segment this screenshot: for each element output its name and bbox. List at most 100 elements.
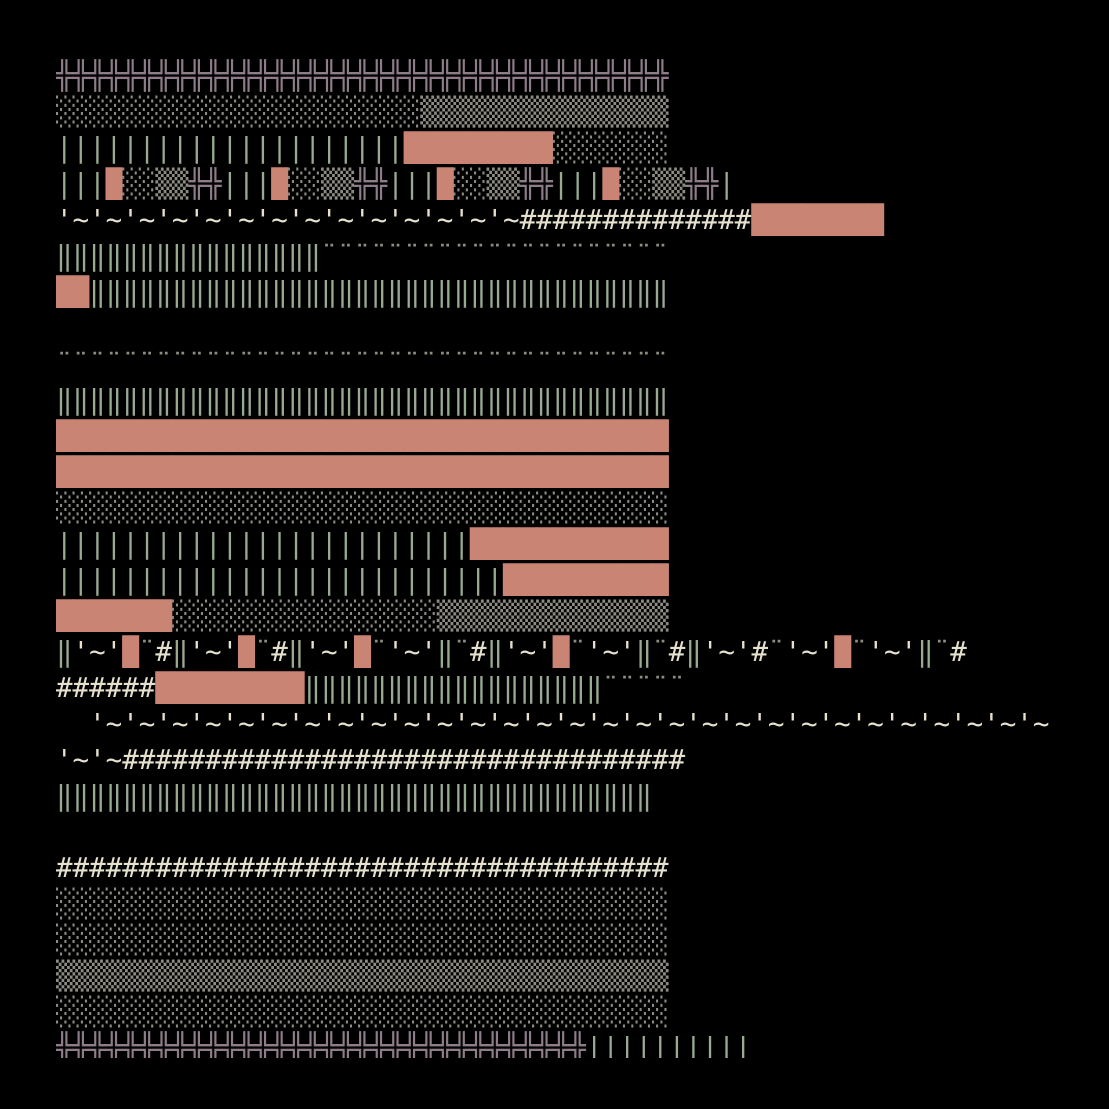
- art-row: ¨¨¨¨¨¨¨¨¨¨¨¨¨¨¨¨¨¨¨¨¨¨¨¨¨¨¨¨¨¨¨¨¨¨¨¨¨: [56, 346, 1053, 382]
- glyph-run: |||||||||||||||||||||||||: [56, 528, 470, 560]
- art-row: |||||||||||||||||||||||||||██████████: [56, 562, 1053, 598]
- glyph-run: ‖: [436, 636, 454, 668]
- glyph-run: ¨¨¨¨¨¨¨¨¨¨¨¨¨¨¨¨¨¨¨¨¨¨¨¨¨¨¨¨¨¨¨¨¨¨¨¨¨: [56, 348, 669, 380]
- art-row: ░░░░░░░░░░░░░░░░░░░░░░░░░░░░░░░░░░░░░: [56, 994, 1053, 1030]
- art-row: '~'~'~'~'~'~'~'~'~'~'~'~'~'~'~'~'~'~'~'~…: [56, 706, 1053, 742]
- glyph-run: |||||||||||||||||||||||||||: [56, 564, 504, 596]
- glyph-run: '~': [188, 636, 239, 668]
- glyph-run: ‖: [486, 636, 504, 668]
- art-row: |||||||||||||||||||||||||████████████: [56, 526, 1053, 562]
- glyph-run: #: [155, 636, 172, 668]
- art-row: ░░░░░░░░░░░░░░░░░░░░░░░░░░░░░░░░░░░░░: [56, 886, 1053, 922]
- glyph-run: █████████████████████████████████████: [56, 420, 669, 452]
- glyph-run: █: [436, 168, 454, 200]
- glyph-run: ‖‖‖‖‖‖‖‖‖‖‖‖‖‖‖‖‖‖‖‖‖‖‖‖‖‖‖‖‖‖‖‖‖‖‖‖: [56, 780, 653, 812]
- glyph-run: ¨: [138, 636, 156, 668]
- glyph-run: ‖‖‖‖‖‖‖‖‖‖‖‖‖‖‖‖‖‖: [304, 672, 603, 704]
- art-row: ╬╬╬╬╬╬╬╬╬╬╬╬╬╬╬╬╬╬╬╬╬╬╬╬╬╬╬╬╬╬╬╬||||||||…: [56, 1030, 1053, 1058]
- glyph-run: █: [105, 168, 123, 200]
- glyph-run: ╬╬: [188, 168, 222, 200]
- glyph-run: ╬╬: [354, 168, 388, 200]
- art-row: ░░░░░░░░░░░░░░░░░░░░░░░░░░░░░░░░░░░░░: [56, 490, 1053, 526]
- glyph-run: ██████████: [503, 564, 669, 596]
- glyph-run: '~': [784, 636, 835, 668]
- glyph-run: █: [552, 636, 570, 668]
- glyph-run: ‖‖‖‖‖‖‖‖‖‖‖‖‖‖‖‖‖‖‖‖‖‖‖‖‖‖‖‖‖‖‖‖‖‖‖‖‖: [56, 384, 669, 416]
- glyph-run: ░░░░░░░░░░░░░░░░░░░░░░▒▒▒▒▒▒▒▒▒▒▒▒▒▒▒: [56, 96, 669, 128]
- glyph-run: ‖: [56, 636, 73, 668]
- glyph-run: '~'~'~'~'~'~'~'~'~'~'~'~'~'~'~'~'~'~'~'~…: [89, 708, 1053, 740]
- art-row: ╬╬╬╬╬╬╬╬╬╬╬╬╬╬╬╬╬╬╬╬╬╬╬╬╬╬╬╬╬╬╬╬╬╬╬╬╬: [56, 58, 1053, 94]
- art-row: ░░░░░░░░░░░░░░░░░░░░░░░░░░░░░░░░░░░░░: [56, 922, 1053, 958]
- art-row: [56, 814, 1053, 850]
- glyph-run: ████████████: [469, 528, 669, 560]
- ascii-art-grid: ╬╬╬╬╬╬╬╬╬╬╬╬╬╬╬╬╬╬╬╬╬╬╬╬╬╬╬╬╬╬╬╬╬╬╬╬╬ ░░░…: [56, 58, 1053, 1058]
- glyph-run: ‖: [287, 636, 305, 668]
- glyph-run: ¨: [453, 636, 470, 668]
- glyph-run: #: [950, 636, 967, 668]
- glyph-run: ░░░░░░░░░░░░░░░░░░░░░░░░░░░░░░░░░░░░░: [56, 888, 669, 920]
- glyph-run: '~': [304, 636, 355, 668]
- glyph-run: '~'#: [701, 636, 769, 668]
- glyph-run: ██: [56, 276, 90, 308]
- glyph-run: '~': [585, 636, 636, 668]
- glyph-run: ¨: [652, 636, 669, 668]
- art-row: [56, 310, 1053, 346]
- glyph-run: ¨¨¨¨¨: [602, 672, 686, 704]
- art-row: ‖'~'█¨#‖'~'█¨#‖'~'█¨'~'‖¨#‖'~'█¨'~'‖¨#‖'…: [56, 634, 1053, 670]
- glyph-run: '~'~##################################: [56, 744, 686, 776]
- glyph-run: ████████: [751, 204, 884, 236]
- glyph-run: ¨: [933, 636, 951, 668]
- glyph-run: ░░░░░░░░░░░░░░░░▒▒▒▒▒▒▒▒▒▒▒▒▒▒: [171, 600, 669, 632]
- glyph-run: |||: [221, 168, 272, 200]
- art-row: |||█░░▒▒╬╬|||█░░▒▒╬╬|||█░░▒▒╬╬|||█░░▒▒╬╬…: [56, 166, 1053, 202]
- art-row: ▒▒▒▒▒▒▒▒▒▒▒▒▒▒▒▒▒▒▒▒▒▒▒▒▒▒▒▒▒▒▒▒▒▒▒▒▒: [56, 958, 1053, 994]
- glyph-run: #: [271, 636, 288, 668]
- glyph-run: ¨: [850, 636, 868, 668]
- art-row: ‖‖‖‖‖‖‖‖‖‖‖‖‖‖‖‖¨¨¨¨¨¨¨¨¨¨¨¨¨¨¨¨¨¨¨¨¨: [56, 238, 1053, 274]
- glyph-run: ╬╬╬╬╬╬╬╬╬╬╬╬╬╬╬╬╬╬╬╬╬╬╬╬╬╬╬╬╬╬╬╬╬╬╬╬╬: [56, 60, 669, 92]
- glyph-run: ╬╬: [519, 168, 553, 200]
- art-row: '~'~'~'~'~'~'~'~'~'~'~'~'~'~############…: [56, 202, 1053, 238]
- glyph-run: █: [238, 636, 255, 668]
- glyph-run: '~': [503, 636, 553, 668]
- art-row: |||||||||||||||||||||█████████░░░░░░░: [56, 130, 1053, 166]
- glyph-run: '~'~'~'~'~'~'~'~'~'~'~'~'~'~############…: [56, 204, 752, 236]
- art-row: '~'~##################################: [56, 742, 1053, 778]
- art-row: #####################################: [56, 850, 1053, 886]
- glyph-run: ░░▒▒: [453, 168, 520, 200]
- art-row: ‖‖‖‖‖‖‖‖‖‖‖‖‖‖‖‖‖‖‖‖‖‖‖‖‖‖‖‖‖‖‖‖‖‖‖‖: [56, 778, 1053, 814]
- glyph-run: ¨: [768, 636, 785, 668]
- glyph-run: '~': [387, 636, 437, 668]
- glyph-run: ‖: [171, 636, 189, 668]
- art-row: █████████████████████████████████████: [56, 418, 1053, 454]
- glyph-run: ░░░░░░░░░░░░░░░░░░░░░░░░░░░░░░░░░░░░░: [56, 924, 669, 956]
- glyph-run: |||: [387, 168, 437, 200]
- glyph-run: ‖: [685, 636, 702, 668]
- art-row: ######█████████‖‖‖‖‖‖‖‖‖‖‖‖‖‖‖‖‖‖¨¨¨¨¨: [56, 670, 1053, 706]
- art-row: ‖‖‖‖‖‖‖‖‖‖‖‖‖‖‖‖‖‖‖‖‖‖‖‖‖‖‖‖‖‖‖‖‖‖‖‖‖: [56, 382, 1053, 418]
- glyph-run: |: [718, 168, 735, 200]
- glyph-run: █: [122, 636, 139, 668]
- glyph-run: ¨: [370, 636, 388, 668]
- art-row: ░░░░░░░░░░░░░░░░░░░░░░▒▒▒▒▒▒▒▒▒▒▒▒▒▒▒: [56, 94, 1053, 130]
- glyph-run: ░░░░░░░░░░░░░░░░░░░░░░░░░░░░░░░░░░░░░: [56, 996, 669, 1028]
- glyph-run: |||||||||||||||||||||: [56, 132, 404, 164]
- glyph-run: #####################################: [56, 852, 669, 884]
- glyph-run: ¨: [569, 636, 586, 668]
- glyph-run: ||||||||||: [585, 1032, 752, 1058]
- glyph-run: |||: [56, 168, 106, 200]
- art-row: ███████░░░░░░░░░░░░░░░░▒▒▒▒▒▒▒▒▒▒▒▒▒▒: [56, 598, 1053, 634]
- glyph-run: ######: [56, 672, 156, 704]
- glyph-run: █████████████████████████████████████: [56, 456, 669, 488]
- glyph-run: ▒▒▒▒▒▒▒▒▒▒▒▒▒▒▒▒▒▒▒▒▒▒▒▒▒▒▒▒▒▒▒▒▒▒▒▒▒: [56, 960, 669, 992]
- glyph-run: █████████: [403, 132, 553, 164]
- glyph-run: |||: [552, 168, 603, 200]
- glyph-run: '~': [867, 636, 918, 668]
- glyph-run: ░░▒▒: [287, 168, 355, 200]
- glyph-run: ‖: [917, 636, 934, 668]
- glyph-run: '~': [72, 636, 123, 668]
- glyph-run: █████████: [155, 672, 305, 704]
- glyph-run: ‖‖‖‖‖‖‖‖‖‖‖‖‖‖‖‖‖‖‖‖‖‖‖‖‖‖‖‖‖‖‖‖‖‖‖: [89, 276, 669, 308]
